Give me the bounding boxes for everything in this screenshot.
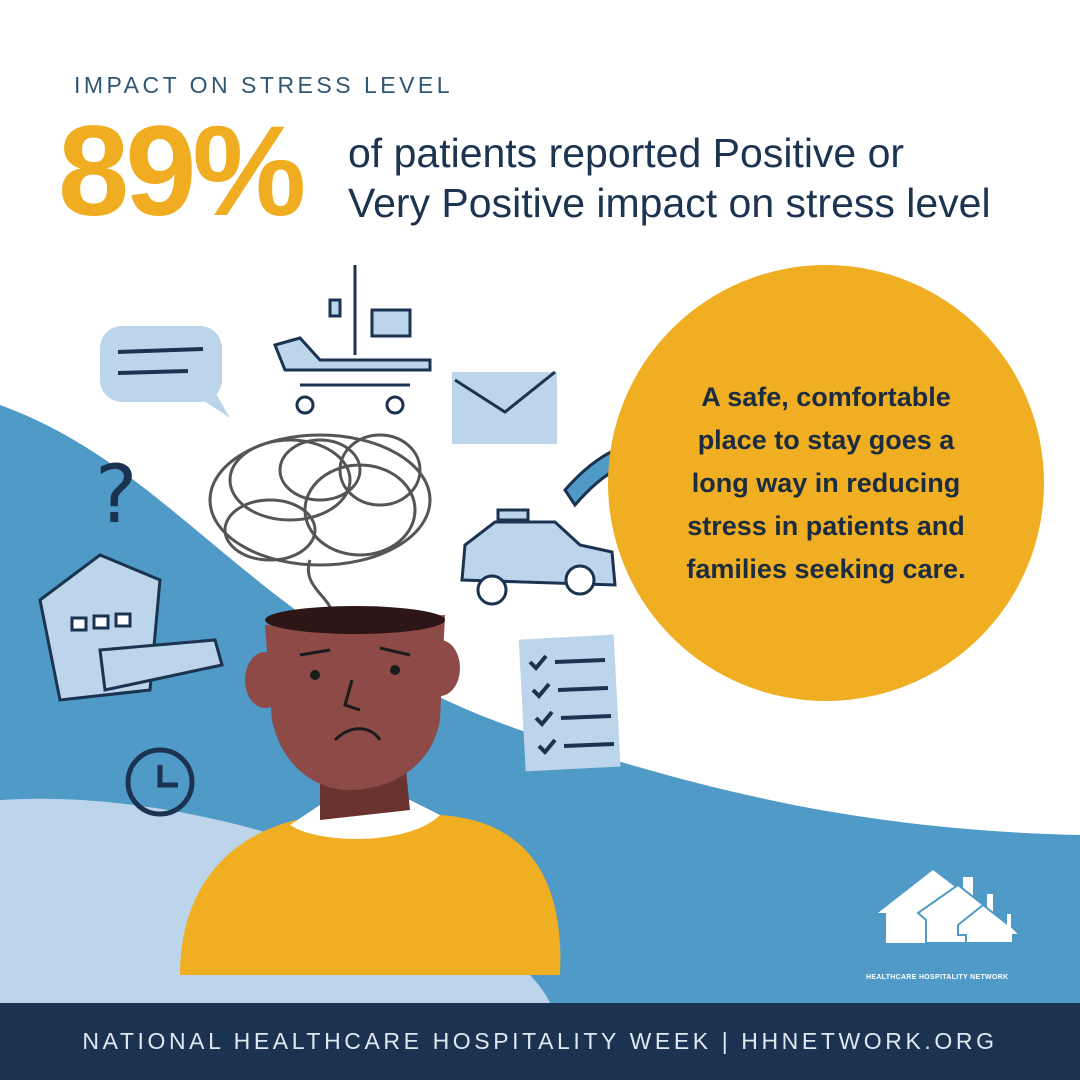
logo-name: HEALTHCARE HOSPITALITY NETWORK: [866, 974, 1009, 981]
clock-icon: [125, 747, 195, 817]
tangled-thoughts-scribble: [208, 433, 432, 621]
headline: of patients reported Positive or Very Po…: [348, 128, 991, 228]
callout-circle: A safe, comfortable place to stay goes a…: [608, 265, 1044, 701]
logo-letters: H H N: [896, 948, 986, 973]
footer-bar: NATIONAL HEALTHCARE HOSPITALITY WEEK | H…: [0, 1003, 1080, 1080]
hospital-bed-icon: [272, 265, 432, 415]
footer-text: NATIONAL HEALTHCARE HOSPITALITY WEEK | H…: [82, 1028, 998, 1054]
question-mark-icon: ?: [95, 448, 137, 541]
callout-text: A safe, comfortable place to stay goes a…: [686, 381, 966, 584]
stat-percentage: 89%: [58, 100, 306, 243]
hotel-bed-icon: [38, 553, 224, 702]
stressed-person-illustration: [180, 606, 561, 975]
taxi-icon: [460, 508, 617, 606]
hhn-logo: H H N: [878, 870, 1023, 973]
checklist-icon: [518, 634, 621, 772]
section-kicker: IMPACT ON STRESS LEVEL: [74, 72, 454, 98]
speech-bubble-icon: [100, 326, 230, 418]
headline-line-2: Very Positive impact on stress level: [348, 180, 991, 226]
headline-line-1: of patients reported Positive or: [348, 130, 905, 176]
envelope-icon: [452, 370, 557, 444]
